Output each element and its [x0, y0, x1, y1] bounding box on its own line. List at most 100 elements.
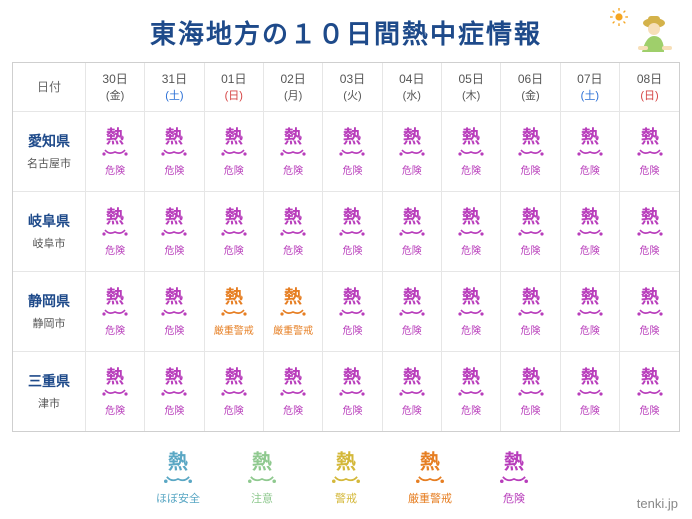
svg-text:熱: 熱	[462, 286, 480, 307]
level-label: 危険	[205, 402, 263, 417]
forecast-cell: 熱 危険	[204, 111, 263, 191]
legend-label: 注意	[232, 490, 292, 506]
svg-text:熱: 熱	[522, 126, 540, 147]
forecast-cell: 熱 危険	[145, 271, 204, 351]
date-weekday: (日)	[205, 87, 263, 103]
forecast-cell: 熱 危険	[323, 111, 382, 191]
legend-item: 熱 注意	[232, 450, 292, 506]
level-label: 危険	[561, 402, 619, 417]
svg-text:熱: 熱	[225, 366, 243, 387]
forecast-cell: 熱 危険	[382, 351, 441, 431]
legend-item: 熱 ほぼ安全	[148, 450, 208, 506]
date-weekday: (金)	[501, 87, 559, 103]
forecast-cell: 熱 危険	[501, 111, 560, 191]
svg-text:熱: 熱	[336, 451, 356, 474]
forecast-cell: 熱 危険	[85, 191, 144, 271]
level-label: 危険	[620, 162, 679, 177]
level-label: 危険	[205, 162, 263, 177]
date-day: 04日	[383, 70, 441, 87]
forecast-cell: 熱 危険	[560, 351, 619, 431]
legend-label: 警戒	[316, 490, 376, 506]
forecast-cell: 熱 危険	[263, 111, 322, 191]
svg-text:熱: 熱	[343, 126, 361, 147]
forecast-cell: 熱 危険	[263, 191, 322, 271]
level-label: 危険	[383, 242, 441, 257]
level-label: 危険	[86, 322, 144, 337]
forecast-cell: 熱 危険	[145, 111, 204, 191]
date-weekday: (水)	[383, 87, 441, 103]
svg-text:熱: 熱	[403, 206, 421, 227]
forecast-cell: 熱 危険	[560, 271, 619, 351]
level-label: 危険	[145, 402, 203, 417]
forecast-cell: 熱 危険	[560, 111, 619, 191]
svg-text:熱: 熱	[284, 366, 302, 387]
page-title: 東海地方の１０日間熱中症情報	[150, 14, 542, 51]
svg-text:熱: 熱	[106, 366, 124, 387]
date-day: 30日	[86, 70, 144, 87]
level-label: 危険	[501, 162, 559, 177]
level-label: 厳重警戒	[264, 322, 322, 337]
prefecture-name: 愛知県	[15, 131, 83, 151]
svg-text:熱: 熱	[462, 206, 480, 227]
svg-text:熱: 熱	[641, 366, 659, 387]
svg-text:熱: 熱	[641, 286, 659, 307]
date-day: 05日	[442, 70, 500, 87]
level-label: 危険	[501, 402, 559, 417]
level-label: 危険	[86, 402, 144, 417]
svg-text:熱: 熱	[581, 366, 599, 387]
prefecture-name: 静岡県	[15, 291, 83, 311]
level-label: 危険	[323, 242, 381, 257]
date-column-header: 06日 (金)	[501, 63, 560, 111]
svg-text:熱: 熱	[225, 126, 243, 147]
forecast-cell: 熱 危険	[620, 271, 679, 351]
svg-text:熱: 熱	[106, 206, 124, 227]
svg-text:熱: 熱	[168, 451, 188, 474]
forecast-cell: 熱 危険	[620, 111, 679, 191]
svg-text:熱: 熱	[522, 206, 540, 227]
level-label: 危険	[383, 322, 441, 337]
svg-text:熱: 熱	[581, 206, 599, 227]
date-weekday: (月)	[264, 87, 322, 103]
date-header-label: 日付	[13, 63, 85, 111]
prefecture-name: 三重県	[15, 371, 83, 391]
level-label: 危険	[145, 242, 203, 257]
area-label-cell: 三重県 津市	[13, 351, 85, 431]
svg-text:熱: 熱	[581, 286, 599, 307]
level-label: 危険	[442, 242, 500, 257]
forecast-cell: 熱 厳重警戒	[263, 271, 322, 351]
date-column-header: 03日 (火)	[323, 63, 382, 111]
svg-text:熱: 熱	[284, 286, 302, 307]
date-column-header: 30日 (金)	[85, 63, 144, 111]
forecast-cell: 熱 危険	[145, 351, 204, 431]
forecast-cell: 熱 危険	[501, 191, 560, 271]
area-label-cell: 岐阜県 岐阜市	[13, 191, 85, 271]
svg-text:熱: 熱	[403, 366, 421, 387]
date-weekday: (土)	[145, 87, 203, 103]
city-name: 岐阜市	[15, 235, 83, 251]
date-weekday: (金)	[86, 87, 144, 103]
level-label: 危険	[442, 322, 500, 337]
city-name: 静岡市	[15, 315, 83, 331]
svg-text:熱: 熱	[522, 366, 540, 387]
level-label: 危険	[561, 242, 619, 257]
level-label: 危険	[323, 162, 381, 177]
date-day: 06日	[501, 70, 559, 87]
forecast-cell: 熱 危険	[263, 351, 322, 431]
date-column-header: 08日 (日)	[620, 63, 679, 111]
forecast-cell: 熱 厳重警戒	[204, 271, 263, 351]
legend-label: 危険	[484, 490, 544, 506]
level-label: 危険	[264, 162, 322, 177]
svg-text:熱: 熱	[462, 366, 480, 387]
date-column-header: 01日 (日)	[204, 63, 263, 111]
svg-text:熱: 熱	[165, 286, 183, 307]
svg-text:熱: 熱	[165, 206, 183, 227]
legend-item: 熱 危険	[484, 450, 544, 506]
forecast-cell: 熱 危険	[323, 271, 382, 351]
date-column-header: 07日 (土)	[560, 63, 619, 111]
legend: 熱 ほぼ安全 熱 注意 熱 警戒 熱 厳重警戒 熱 危険	[12, 450, 680, 506]
svg-text:熱: 熱	[225, 206, 243, 227]
svg-text:熱: 熱	[343, 286, 361, 307]
level-label: 危険	[561, 322, 619, 337]
forecast-cell: 熱 危険	[441, 191, 500, 271]
forecast-cell: 熱 危険	[145, 191, 204, 271]
